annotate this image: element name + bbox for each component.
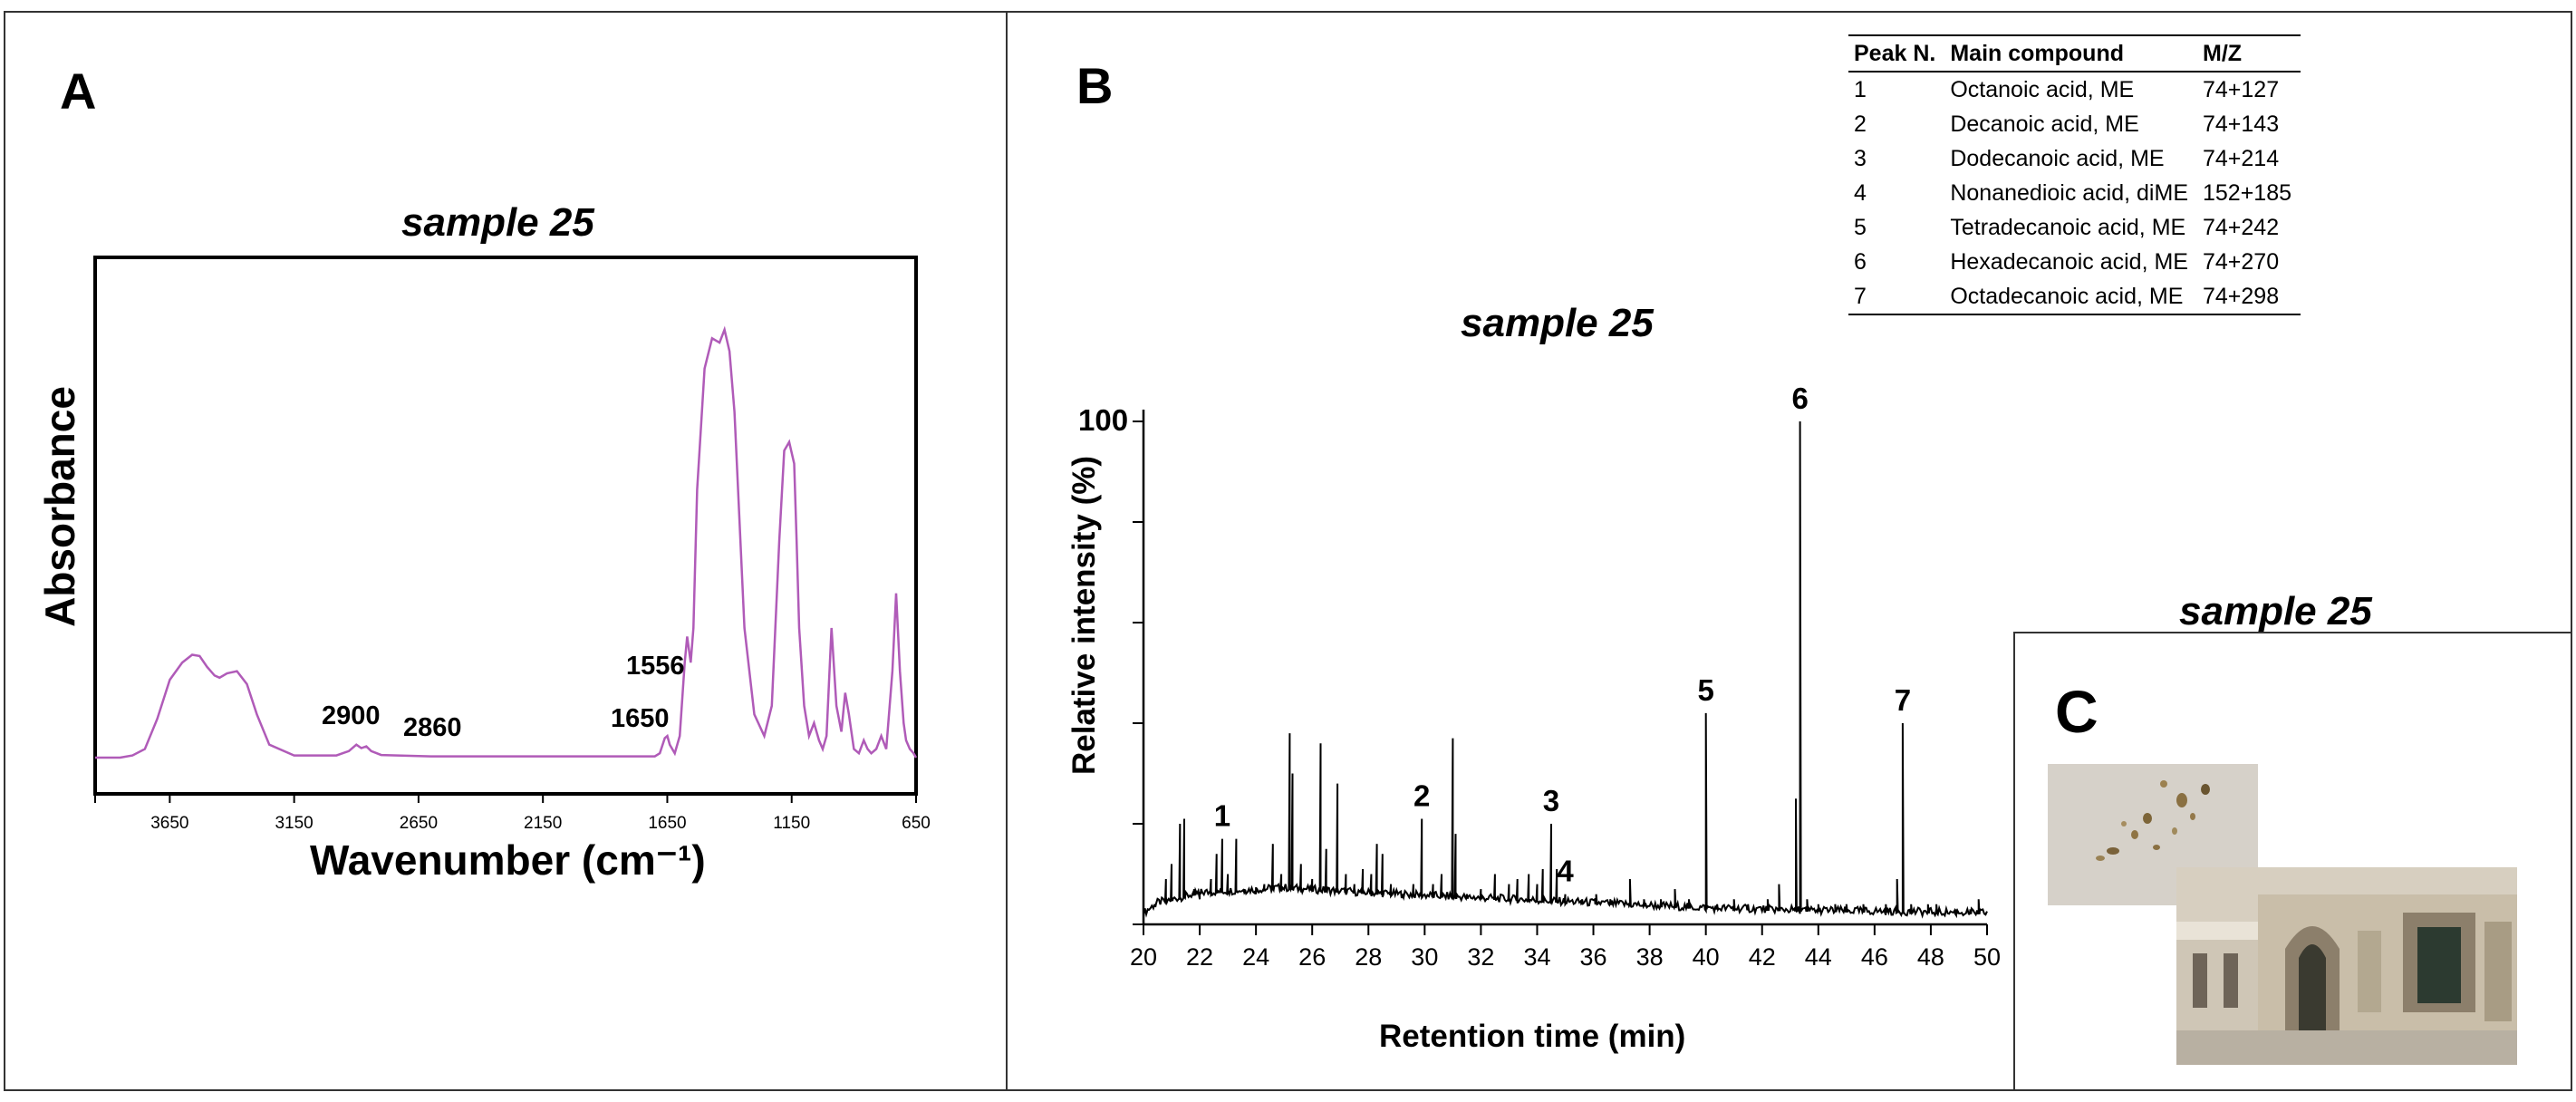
x-tick-label: 1150: [773, 814, 810, 833]
table-row: 3 Dodecanoic acid, ME 74+214: [1848, 141, 2301, 176]
table-row: 1 Octanoic acid, ME 74+127: [1848, 72, 2301, 107]
table-row: 2 Decanoic acid, ME 74+143: [1848, 107, 2301, 141]
panel-b-letter: B: [1076, 57, 1114, 114]
compound-name: Tetradecanoic acid, ME: [1950, 215, 2186, 240]
table-row: 6 Hexadecanoic acid, ME 74+270: [1848, 245, 2301, 279]
building-facade-photo: [2176, 867, 2517, 1065]
x-tick-label: 2150: [524, 814, 562, 833]
mz-value: 74+298: [2197, 279, 2301, 315]
x-tick-label: 2650: [400, 814, 438, 833]
ftir-spectrum-line: [95, 325, 918, 759]
ftir-chart: 3650 3150 2650 2150 1650 1150 650 2900 2860 15…: [93, 256, 931, 833]
table-row: 7 Octadecanoic acid, ME 74+298: [1848, 279, 2301, 315]
mz-value: 152+185: [2203, 180, 2292, 206]
panel-a-xlabel: Wavenumber (cm⁻¹): [310, 836, 706, 884]
compound-name: Nonanedioic acid, diME: [1950, 180, 2188, 206]
panel-b-xlabel: Retention time (min): [1379, 1019, 1686, 1054]
annotation-2860: 2860: [403, 713, 462, 742]
peak-number: 1: [1854, 77, 1867, 102]
peak-number: 3: [1854, 146, 1867, 171]
panel-b-title: sample 25: [1461, 301, 1654, 345]
compound-name: Decanoic acid, ME: [1950, 111, 2139, 137]
peak-table-header: Main compound: [1944, 34, 2197, 72]
panel-c: C: [2013, 632, 2572, 1091]
annotation-1556: 1556: [626, 652, 685, 681]
table-row: 4 Nonanedioic acid, diME 152+185: [1848, 176, 2301, 210]
x-tick-label: 3650: [150, 814, 188, 833]
table-row: 5 Tetradecanoic acid, ME 74+242: [1848, 210, 2301, 245]
compound-name: Hexadecanoic acid, ME: [1950, 249, 2188, 275]
panel-c-letter: C: [2055, 678, 2098, 745]
mz-value: 74+242: [2203, 215, 2280, 240]
peak-table-header: Peak N.: [1848, 34, 1945, 72]
annotation-1650: 1650: [611, 704, 670, 733]
annotation-2900: 2900: [322, 701, 381, 730]
x-tick-label: 3150: [275, 814, 313, 833]
compound-name: Dodecanoic acid, ME: [1950, 146, 2165, 171]
peak-number: 4: [1854, 180, 1867, 206]
panel-a-title: sample 25: [401, 200, 594, 245]
panel-c-title: sample 25: [2179, 589, 2372, 633]
peak-table-header: M/Z: [2197, 34, 2301, 72]
peak-number: 5: [1854, 215, 1867, 240]
mz-value: 74+143: [2203, 111, 2280, 137]
mz-value: 74+270: [2203, 249, 2280, 275]
x-tick-label: 650: [902, 814, 931, 833]
compound-name: Octanoic acid, ME: [1950, 77, 2135, 102]
peak-number: 6: [1854, 249, 1867, 275]
peak-number: 2: [1854, 111, 1867, 137]
mz-value: 74+214: [2203, 146, 2280, 171]
x-tick-label: 1650: [648, 814, 686, 833]
peak-table: Peak N. Main compound M/Z 1 Octanoic acid…: [1848, 34, 2301, 315]
compound-name: Octadecanoic acid, ME: [1944, 279, 2197, 315]
panel-a: A sample 25 Absorbance Wavenumber (cm⁻¹)…: [4, 11, 1009, 1091]
panel-a-letter: A: [60, 63, 97, 120]
mz-value: 74+127: [2203, 77, 2280, 102]
panel-b-ylabel: Relative intensity (%): [1066, 455, 1102, 776]
ftir-frame: [93, 256, 918, 796]
peak-number: 7: [1848, 279, 1945, 315]
